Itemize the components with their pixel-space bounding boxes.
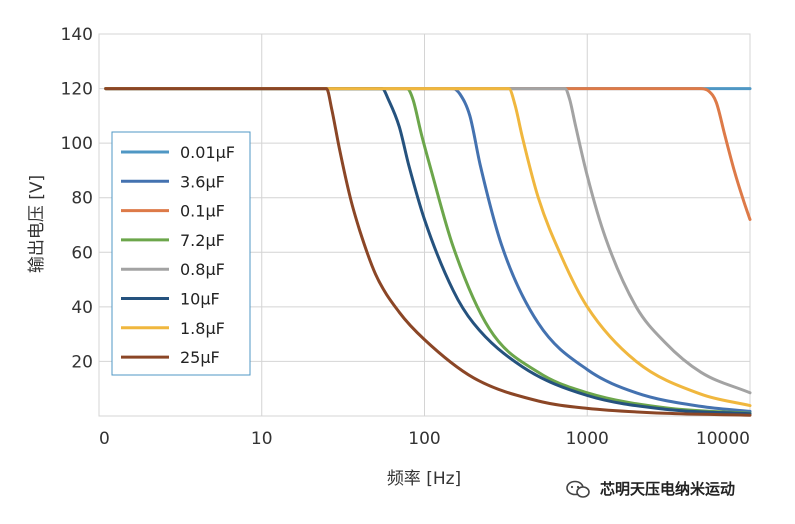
series-line-6 bbox=[104, 87, 752, 408]
legend-label: 0.1μF bbox=[180, 202, 225, 221]
legend-box bbox=[111, 131, 251, 376]
x-tick-label: 1000 bbox=[566, 429, 609, 449]
legend-label: 25μF bbox=[180, 348, 220, 367]
y-tick-label: 100 bbox=[61, 134, 93, 154]
y-tick-label: 20 bbox=[71, 352, 93, 372]
y-tick-label: 60 bbox=[71, 243, 93, 263]
x-tick-label: 10000 bbox=[696, 429, 750, 449]
legend-label: 10μF bbox=[180, 290, 220, 309]
watermark-text: 芯明天压电纳米运动 bbox=[600, 480, 735, 498]
y-tick-label: 140 bbox=[61, 25, 93, 45]
series-lines bbox=[104, 87, 752, 417]
series-line-7 bbox=[104, 87, 752, 417]
x-axis-title: 频率 [Hz] bbox=[387, 469, 461, 489]
y-axis-title: 输出电压 [V] bbox=[27, 175, 47, 273]
x-tick-label: 10 bbox=[251, 429, 273, 449]
x-tick-labels: 0 10 100 1000 10000 bbox=[99, 429, 750, 449]
watermark: 芯明天压电纳米运动 bbox=[566, 480, 735, 498]
legend-label: 3.6μF bbox=[180, 172, 225, 191]
wechat-icon bbox=[566, 480, 590, 498]
legend-label: 0.01μF bbox=[180, 143, 235, 162]
legend: 0.01μF 3.6μF 0.1μF 7.2μF 0.8μF 10μF 1.8μF 25μF bbox=[111, 131, 251, 376]
y-tick-label: 80 bbox=[71, 189, 93, 209]
x-tick-label: 0 bbox=[99, 429, 110, 449]
x-tick-label: 100 bbox=[408, 429, 440, 449]
y-tick-labels: 20 40 60 80 100 120 140 bbox=[61, 25, 93, 372]
legend-label: 1.8μF bbox=[180, 319, 225, 338]
legend-label: 7.2μF bbox=[180, 231, 225, 250]
legend-label: 0.8μF bbox=[180, 260, 225, 279]
y-tick-label: 120 bbox=[61, 80, 93, 100]
y-tick-label: 40 bbox=[71, 298, 93, 318]
